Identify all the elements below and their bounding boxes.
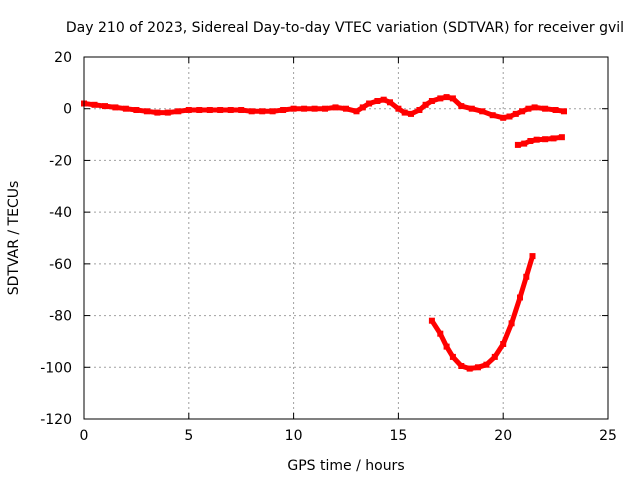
data-point bbox=[561, 108, 567, 115]
data-point bbox=[112, 104, 119, 111]
data-point bbox=[458, 103, 465, 110]
data-point bbox=[102, 103, 108, 110]
y-tick-label: 0 bbox=[63, 102, 72, 118]
data-point bbox=[458, 363, 465, 369]
data-point bbox=[531, 104, 538, 111]
data-point bbox=[523, 273, 530, 280]
data-point bbox=[550, 135, 557, 142]
data-point bbox=[332, 104, 339, 111]
x-tick-label: 5 bbox=[184, 428, 193, 444]
data-point bbox=[91, 101, 98, 108]
data-point bbox=[519, 108, 526, 115]
data-point bbox=[366, 100, 373, 107]
data-point bbox=[525, 105, 532, 112]
data-point bbox=[353, 108, 360, 115]
y-tick-label: -20 bbox=[49, 153, 72, 169]
data-point bbox=[280, 107, 287, 113]
data-point bbox=[443, 343, 450, 350]
data-point bbox=[238, 107, 245, 113]
data-point bbox=[437, 330, 444, 337]
y-axis-label: SDTVAR / TECUs bbox=[6, 181, 22, 296]
data-point bbox=[175, 108, 182, 115]
y-tick-label: 20 bbox=[54, 50, 72, 66]
data-point bbox=[374, 98, 381, 104]
data-point bbox=[290, 105, 297, 112]
data-point bbox=[359, 104, 366, 111]
data-point bbox=[508, 320, 515, 327]
data-point bbox=[483, 361, 490, 368]
data-point bbox=[514, 141, 521, 148]
y-tick-label: -60 bbox=[49, 257, 72, 273]
y-tick-label: -100 bbox=[40, 360, 72, 376]
y-tick-label: -120 bbox=[40, 412, 72, 428]
x-tick-label: 0 bbox=[80, 428, 89, 444]
data-point bbox=[311, 105, 318, 112]
data-point bbox=[542, 136, 549, 143]
y-tick-label: -80 bbox=[49, 309, 72, 325]
data-point bbox=[185, 107, 192, 113]
data-point bbox=[449, 95, 456, 102]
data-point bbox=[428, 98, 435, 104]
data-point bbox=[422, 101, 429, 108]
data-point bbox=[437, 95, 444, 102]
data-point bbox=[512, 110, 519, 117]
data-point bbox=[395, 105, 402, 112]
series-layer bbox=[81, 94, 567, 372]
data-point bbox=[542, 105, 549, 112]
data-point bbox=[259, 108, 266, 115]
x-tick-label: 15 bbox=[389, 428, 407, 444]
data-point bbox=[491, 353, 498, 360]
data-point bbox=[196, 107, 203, 113]
data-point bbox=[143, 108, 150, 115]
data-point bbox=[468, 105, 475, 112]
data-point bbox=[521, 140, 528, 147]
data-point bbox=[517, 294, 523, 301]
data-point bbox=[449, 353, 456, 360]
data-point bbox=[533, 136, 540, 143]
data-point bbox=[133, 107, 140, 113]
data-point bbox=[506, 113, 513, 120]
plot-frame bbox=[83, 56, 609, 420]
tick-layer: 0 5 10 15 20 25 20 0 -20 -40 -60 -80 -100 -120 bbox=[40, 50, 617, 444]
data-point bbox=[227, 107, 234, 113]
data-point bbox=[206, 107, 213, 113]
data-point bbox=[489, 112, 496, 119]
data-point bbox=[248, 108, 255, 115]
data-point bbox=[380, 96, 387, 103]
data-point bbox=[387, 99, 393, 106]
data-point bbox=[154, 109, 161, 116]
data-point bbox=[416, 107, 423, 113]
data-point bbox=[428, 317, 435, 324]
chart-title: Day 210 of 2023, Sidereal Day-to-day VTE… bbox=[66, 20, 624, 36]
data-point bbox=[552, 107, 559, 113]
data-point bbox=[217, 107, 224, 113]
x-tick-label: 20 bbox=[494, 428, 512, 444]
data-point bbox=[122, 105, 129, 112]
data-point bbox=[500, 341, 507, 347]
data-point bbox=[558, 134, 565, 141]
data-point bbox=[408, 110, 414, 117]
data-point bbox=[164, 109, 171, 116]
data-point bbox=[401, 109, 408, 116]
data-point bbox=[343, 105, 349, 112]
data-point bbox=[269, 108, 276, 115]
data-point bbox=[322, 105, 328, 112]
data-point bbox=[466, 365, 473, 372]
data-point bbox=[527, 138, 534, 144]
data-point bbox=[529, 253, 536, 260]
y-tick-label: -40 bbox=[49, 205, 72, 221]
data-point bbox=[475, 364, 481, 371]
data-point bbox=[301, 105, 308, 112]
data-point bbox=[479, 108, 486, 115]
x-axis-label: GPS time / hours bbox=[287, 458, 404, 474]
data-point bbox=[443, 94, 450, 101]
x-tick-label: 10 bbox=[285, 428, 303, 444]
data-point bbox=[500, 114, 507, 121]
x-tick-label: 25 bbox=[599, 428, 617, 444]
